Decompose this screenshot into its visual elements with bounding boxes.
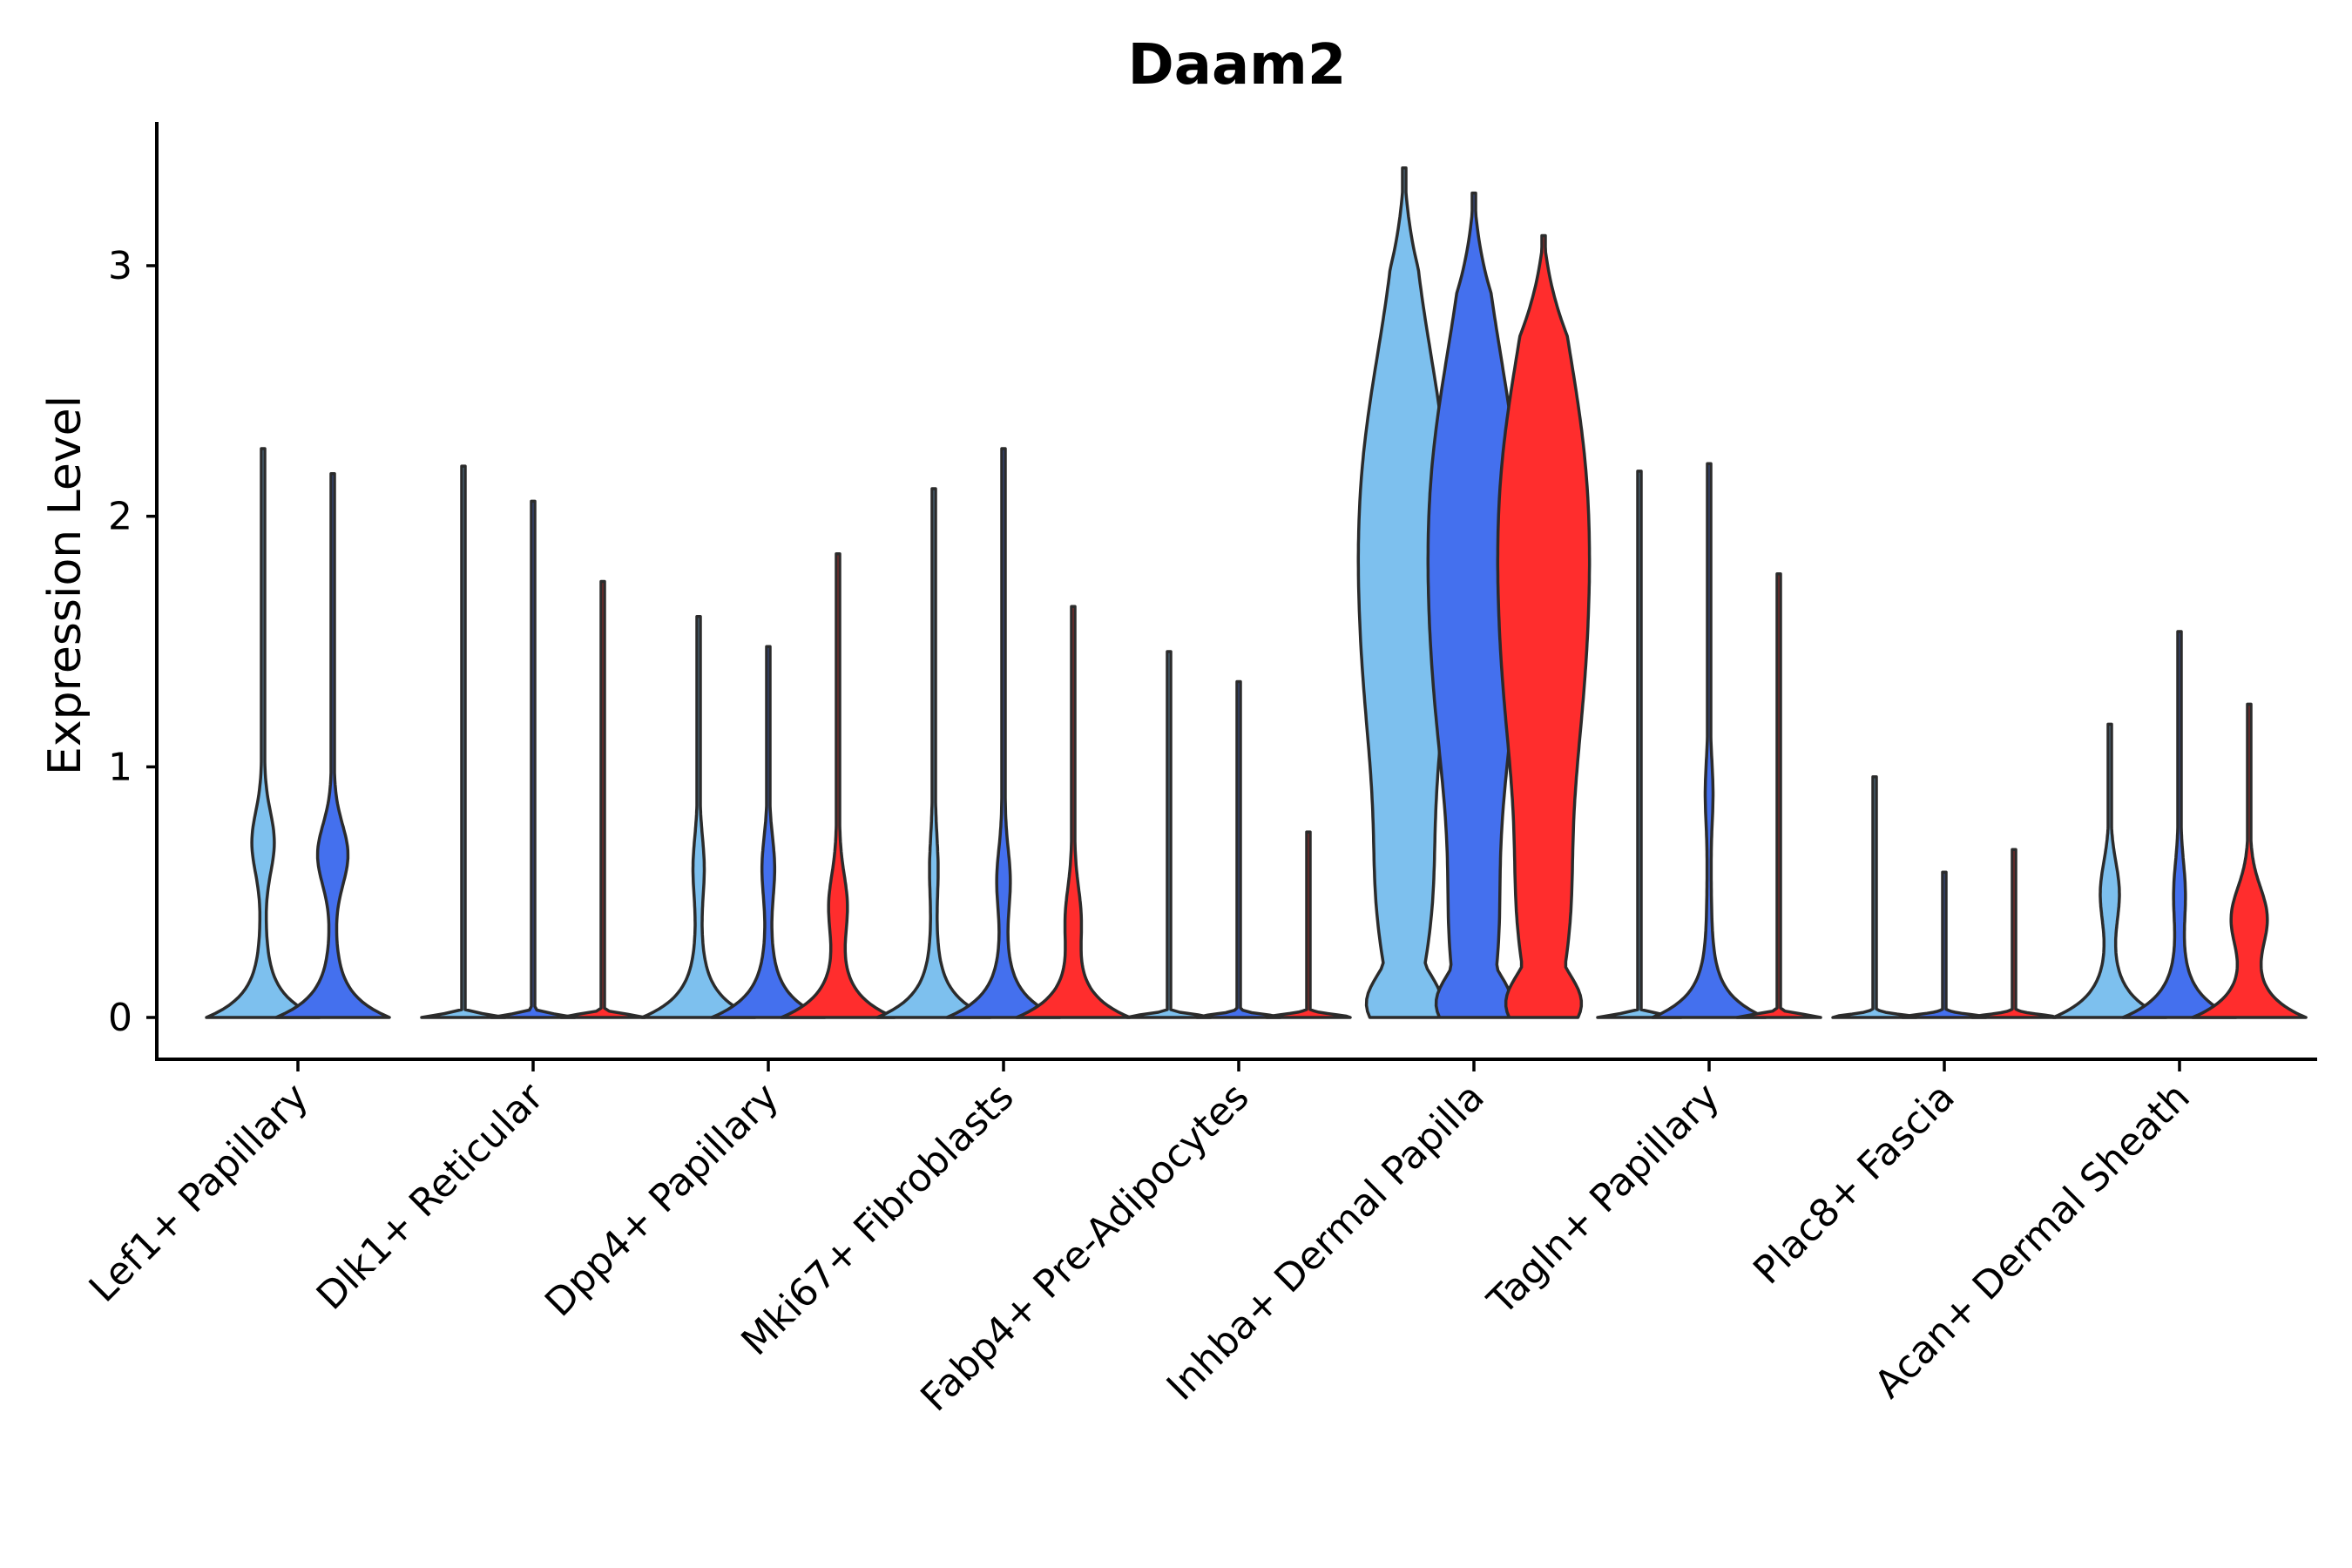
violin-8-1: [1831, 775, 1918, 1019]
violin-9-1: [2051, 722, 2168, 1019]
violin-3-1: [640, 614, 757, 1019]
axes: [155, 122, 2317, 1061]
x-tick-label: Plac8+ Fascia: [1745, 1075, 1963, 1294]
x-tick-label: Dpp4+ Papillary: [537, 1075, 787, 1326]
chart-title: Daam2: [1128, 33, 1347, 98]
violin-5-2: [1195, 679, 1282, 1019]
violin-2-1: [420, 464, 507, 1019]
y-tick-label: 1: [108, 745, 132, 789]
violin-4-3: [1015, 605, 1132, 1019]
y-tick-label: 0: [108, 996, 132, 1040]
violin-9-2: [2121, 630, 2238, 1019]
violin-9-3: [2191, 702, 2308, 1019]
violin-group: [205, 166, 2308, 1019]
violin-5-1: [1125, 650, 1213, 1019]
x-tick-label: Tagln+ Papillary: [1479, 1075, 1728, 1324]
violin-7-1: [1596, 470, 1683, 1019]
violin-2-2: [490, 499, 577, 1019]
x-tick-label: Dlk1+ Reticular: [308, 1074, 553, 1319]
violin-2-3: [559, 579, 646, 1019]
violin-1-1: [205, 447, 321, 1019]
violin-7-3: [1735, 572, 1822, 1019]
violin-5-3: [1265, 830, 1352, 1019]
violin-3-2: [710, 645, 827, 1019]
y-ticks: 0 1 2 3: [108, 244, 157, 1040]
violin-8-3: [1970, 848, 2058, 1019]
violin-7-2: [1651, 462, 1767, 1019]
violin-4-2: [945, 447, 1062, 1019]
violin-1-2: [274, 472, 391, 1019]
violin-4-1: [875, 487, 992, 1019]
violin-3-3: [780, 552, 896, 1019]
violin-6-3: [1496, 233, 1592, 1019]
violin-8-2: [1901, 870, 1988, 1019]
x-tick-label: Lef1+ Papillary: [81, 1075, 317, 1311]
y-tick-label: 3: [108, 244, 132, 288]
y-axis-label: Expression Level: [39, 395, 91, 775]
y-tick-label: 2: [108, 495, 132, 539]
